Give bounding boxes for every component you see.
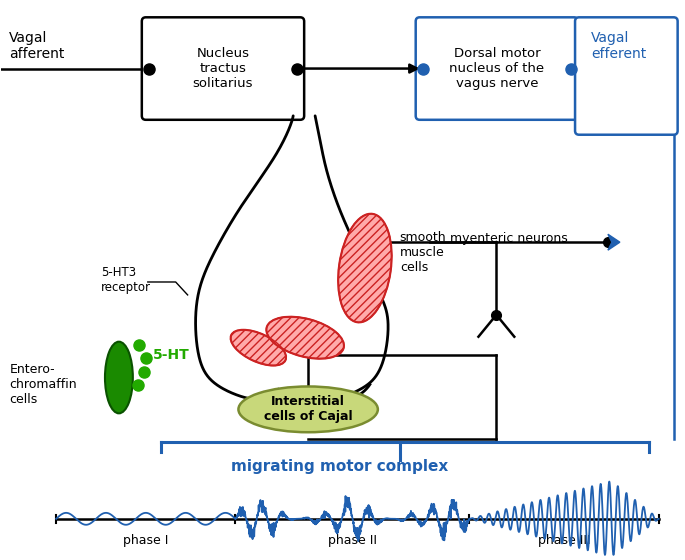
Text: Entero-
chromaffin
cells: Entero- chromaffin cells [10,363,77,406]
Text: phase II: phase II [328,534,377,547]
Ellipse shape [231,330,286,366]
Polygon shape [608,234,620,250]
FancyBboxPatch shape [575,17,677,135]
FancyBboxPatch shape [416,17,578,120]
Text: phase I: phase I [123,534,169,547]
Text: 5-HT: 5-HT [153,348,190,362]
Ellipse shape [266,317,344,358]
Text: 5-HT3
receptor: 5-HT3 receptor [101,266,151,294]
Ellipse shape [238,386,378,432]
Text: Dorsal motor
nucleus of the
vagus nerve: Dorsal motor nucleus of the vagus nerve [449,47,545,90]
Text: Interstitial
cells of Cajal: Interstitial cells of Cajal [264,395,353,423]
Text: myenteric neurons: myenteric neurons [449,232,567,245]
Text: smooth
muscle
cells: smooth muscle cells [400,231,447,274]
Text: Nucleus
tractus
solitarius: Nucleus tractus solitarius [192,47,253,90]
Text: migrating motor complex: migrating motor complex [232,459,449,474]
Text: phase III: phase III [538,534,590,547]
Ellipse shape [338,214,392,323]
Ellipse shape [105,342,133,413]
Text: Vagal
afferent: Vagal afferent [10,31,64,62]
Text: Vagal
efferent: Vagal efferent [591,31,646,62]
FancyBboxPatch shape [142,17,304,120]
